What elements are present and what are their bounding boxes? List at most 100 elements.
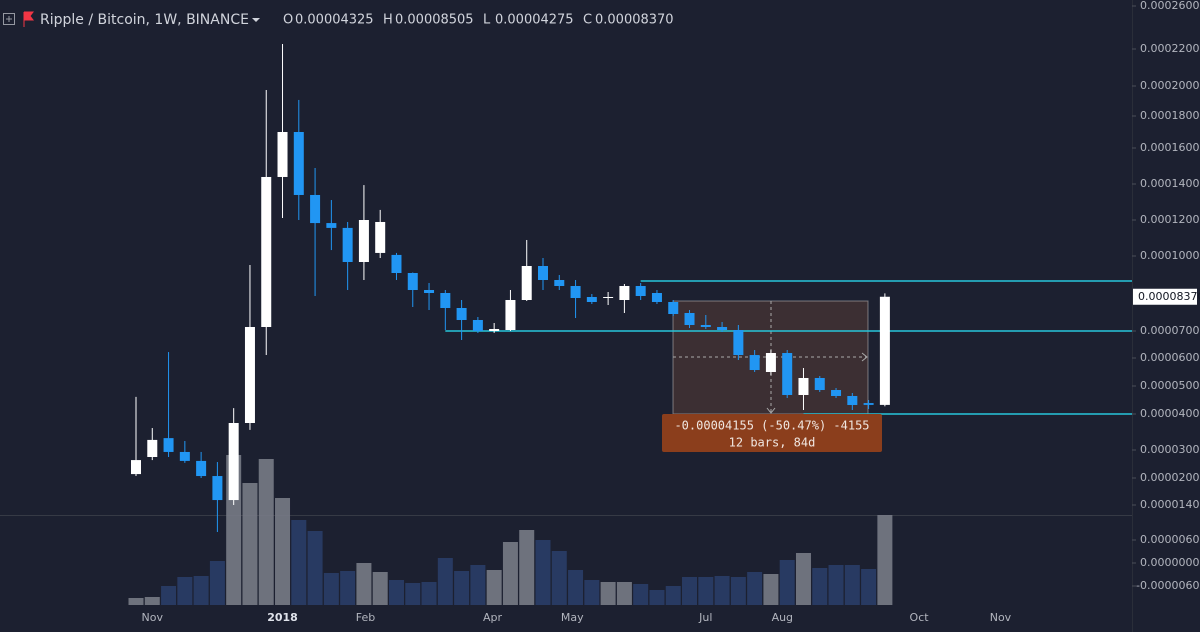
volume-bar	[209, 561, 225, 605]
candle-body	[472, 320, 483, 331]
volume-bar	[584, 580, 600, 605]
x-tick-label: 2018	[267, 611, 298, 624]
x-tick-label: Jul	[698, 611, 712, 624]
candle-body	[879, 296, 890, 405]
measure-label: -0.00004155 (-50.47%) -4155	[674, 419, 869, 433]
expand-icon-plus	[6, 16, 12, 22]
candle-body	[489, 329, 500, 331]
volume-bar	[177, 577, 193, 605]
candle-body	[684, 313, 695, 325]
candle-body	[407, 273, 418, 290]
candle-body	[651, 293, 662, 302]
y-tick-label: 0.00006000	[1140, 351, 1200, 364]
candle-body	[163, 438, 174, 452]
candle-body	[798, 377, 809, 395]
title-dropdown[interactable]	[252, 18, 260, 22]
exchange-flag	[23, 11, 34, 27]
volume-bar	[812, 568, 828, 605]
candle-body	[261, 176, 272, 327]
volume-bar	[616, 582, 632, 605]
volume-bar	[779, 560, 795, 605]
y-tick-label: 0.00001400	[1140, 498, 1200, 511]
volume-bar	[388, 580, 404, 605]
y-tick-label: 0.00022000	[1140, 42, 1200, 55]
measure-arrow	[766, 352, 868, 414]
last-price-label: 0.00008370	[1138, 290, 1200, 303]
volume-bar	[747, 572, 763, 605]
y-tick-label: 0.00010000	[1140, 249, 1200, 262]
candle-body	[326, 223, 337, 228]
volume-bar	[405, 583, 421, 605]
volume-bar	[144, 597, 160, 605]
volume-bar	[795, 553, 811, 605]
candle-body	[765, 353, 776, 372]
volume-bar	[600, 582, 616, 605]
candle-body	[424, 290, 435, 293]
candle-body	[782, 353, 793, 395]
volume-bar	[356, 563, 372, 605]
volume-bar	[502, 542, 518, 605]
y-tick-label: 0.00014000	[1140, 177, 1200, 190]
volume-bar	[486, 570, 502, 605]
measure-label-box	[662, 414, 882, 452]
candle-body	[538, 266, 548, 280]
volume-bar	[275, 498, 291, 605]
candle-body	[717, 327, 728, 330]
volume-bar	[161, 586, 177, 605]
y-tick-label: 0.00018000	[1140, 109, 1200, 122]
volume-bar	[258, 459, 274, 605]
chart-title[interactable]: Ripple / Bitcoin, 1W, BINANCE	[40, 12, 249, 28]
x-tick-label: Nov	[990, 611, 1012, 624]
candle-body	[733, 330, 744, 356]
volume-bar	[730, 577, 746, 605]
y-tick-label: 0.00003000	[1140, 443, 1200, 456]
candle-body	[586, 297, 597, 302]
candle-body	[521, 266, 532, 300]
x-tick-label: Apr	[483, 611, 503, 624]
volume-bar	[421, 582, 437, 605]
volume-bar	[551, 551, 567, 605]
ohlc-key: L	[483, 13, 491, 28]
candle-body	[196, 460, 207, 477]
volume-bar	[682, 577, 698, 605]
candle-body	[131, 460, 141, 475]
volume-bar	[535, 540, 551, 605]
volume-bar	[649, 590, 665, 605]
candle-body	[619, 286, 630, 300]
measure-label: 12 bars, 84d	[729, 436, 816, 450]
candle-body	[244, 327, 255, 423]
volume-bar	[128, 598, 144, 605]
y-tick-label: 0.00002000	[1140, 471, 1200, 484]
candle-body	[277, 132, 288, 177]
volume-tick-label: -0.00000600	[1136, 579, 1200, 592]
y-tick-label: 0.00016000	[1140, 141, 1200, 154]
volume-bar	[372, 572, 388, 605]
y-tick-label: 0.00005000	[1140, 379, 1200, 392]
candle-body	[700, 325, 711, 327]
x-tick-label: Aug	[772, 611, 793, 624]
volume-bar	[714, 576, 730, 605]
ohlc-value: 0.00004275	[495, 13, 574, 28]
volume-tick-label: 0.00000600	[1140, 533, 1200, 546]
candle-body	[293, 132, 304, 195]
candle-body	[147, 439, 158, 457]
volume-bar	[193, 576, 209, 605]
candle-body	[635, 286, 646, 296]
volume-bar	[437, 558, 453, 605]
volume-bar	[454, 571, 470, 605]
x-tick-label: Oct	[910, 611, 930, 624]
candle-body	[375, 221, 386, 253]
candle-body	[831, 390, 842, 396]
y-tick-label: 0.00020000	[1140, 79, 1200, 92]
candle-body	[440, 293, 451, 308]
y-tick-label: 0.00026000	[1140, 0, 1200, 12]
volume-bar	[763, 574, 779, 605]
expand-icon[interactable]	[3, 13, 15, 25]
x-tick-label: Nov	[142, 611, 164, 624]
volume-bar	[340, 571, 356, 605]
y-tick-label: 0.00004000	[1140, 407, 1200, 420]
volume-bar	[828, 565, 844, 605]
candle-body	[814, 377, 825, 391]
volume-bar	[291, 520, 307, 605]
